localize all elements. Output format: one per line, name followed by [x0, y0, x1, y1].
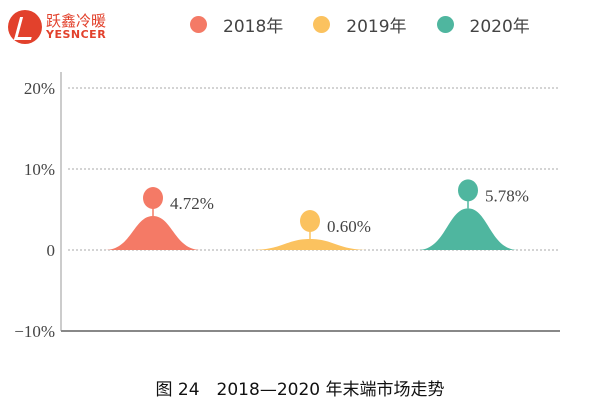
peak-marker	[143, 187, 163, 210]
data-label: 5.78%	[485, 186, 529, 205]
legend-label: 2018年	[223, 17, 284, 37]
chart-plot: 20% 10% 0 −10% 4.72% 0.60% 5.78%	[14, 72, 560, 341]
legend-item-2019: 2019年	[313, 12, 407, 37]
y-tick-label: 20%	[24, 79, 55, 98]
hill-2018年	[105, 216, 201, 250]
legend: 2018年 2019年 2020年	[190, 12, 560, 37]
legend-label: 2019年	[346, 17, 407, 37]
y-tick-label: 0	[47, 241, 56, 260]
legend-swatch	[313, 16, 331, 33]
data-label: 0.60%	[327, 217, 371, 236]
hill-2019年	[250, 239, 370, 250]
legend-item-2018: 2018年	[190, 12, 283, 37]
legend-item-2020: 2020年	[436, 12, 530, 37]
peak-marker	[300, 210, 320, 232]
figure-caption: 图 24 2018—2020 年末端市场走势	[155, 380, 445, 400]
logo-mark-icon	[8, 10, 42, 44]
y-tick-label: 10%	[24, 160, 55, 179]
data-label: 4.72%	[170, 194, 214, 213]
logo-en: YESNCER	[46, 28, 107, 41]
legend-swatch	[190, 16, 207, 33]
legend-swatch	[436, 16, 454, 33]
logo: 跃鑫冷暖 YESNCER	[8, 10, 106, 44]
legend-label: 2020年	[469, 17, 530, 37]
y-tick-label: −10%	[14, 322, 55, 341]
hill-2020年	[418, 208, 518, 250]
peak-marker	[458, 179, 478, 202]
logo-cn: 跃鑫冷暖	[46, 12, 107, 30]
